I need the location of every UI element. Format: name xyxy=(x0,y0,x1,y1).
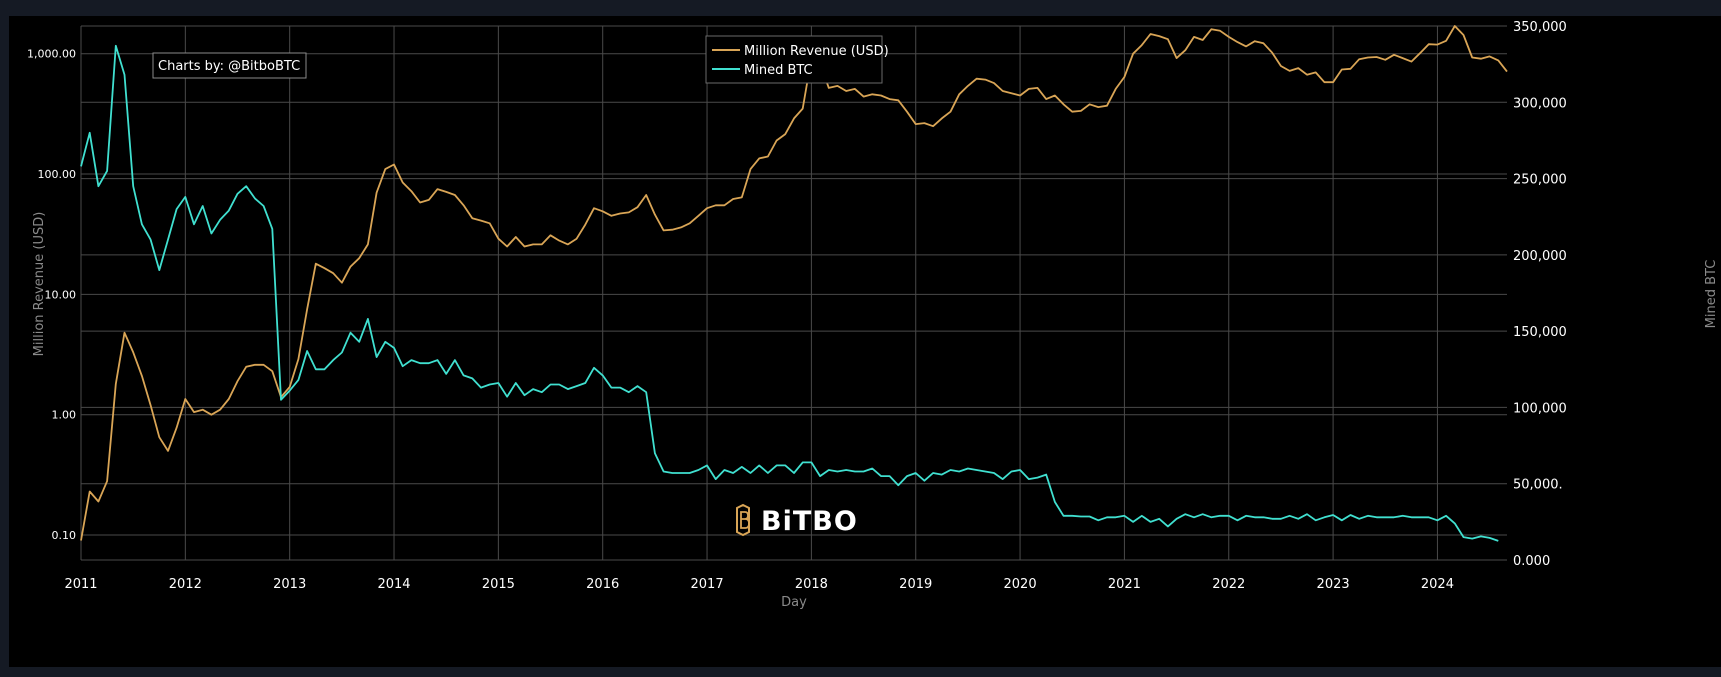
logo-text: BiTBO xyxy=(761,506,858,537)
y-left-tick-label: 1.00 xyxy=(52,409,77,422)
legend-label-revenue: Million Revenue (USD) xyxy=(744,44,889,59)
y-axis-right-title: Mined BTC xyxy=(1704,260,1719,329)
series-line-mined-btc xyxy=(80,44,1499,542)
x-tick-label: 2015 xyxy=(482,577,515,592)
y-left-tick-label: 1,000.00 xyxy=(27,48,76,61)
y-right-tick-label: 100,000 xyxy=(1513,401,1567,416)
x-tick-label: 2019 xyxy=(899,577,932,592)
y-left-tick-label: 0.10 xyxy=(52,529,77,542)
y-right-tick-label: 150,000 xyxy=(1513,325,1567,340)
legend-label-mined: Mined BTC xyxy=(744,63,813,78)
series-lines xyxy=(80,25,1508,542)
x-tick-label: 2011 xyxy=(64,577,97,592)
grid-lines xyxy=(80,25,1507,561)
bitbo-b-icon xyxy=(736,503,750,537)
watermark-box: Charts by: @BitboBTC xyxy=(152,52,307,79)
y-right-tick-label: 200,000 xyxy=(1513,249,1567,264)
y-right-tick-label: 50,000. xyxy=(1513,478,1563,493)
legend: Million Revenue (USD) Mined BTC xyxy=(705,35,889,84)
x-tick-label: 2017 xyxy=(691,577,724,592)
x-tick-label: 2018 xyxy=(795,577,828,592)
x-tick-label: 2016 xyxy=(586,577,619,592)
y-right-tick-label: 250,000 xyxy=(1513,173,1567,188)
x-tick-label: 2022 xyxy=(1212,577,1245,592)
plot-background xyxy=(9,16,1721,667)
y-axis-left-title: Million Revenue (USD) xyxy=(32,212,47,357)
watermark-text: Charts by: @BitboBTC xyxy=(158,59,300,74)
y-right-tick-label: 300,000 xyxy=(1513,96,1567,111)
x-tick-label: 2024 xyxy=(1421,577,1454,592)
y-right-tick-label: 350,000 xyxy=(1513,20,1567,35)
x-axis-title: Day xyxy=(781,595,807,610)
x-tick-label: 2020 xyxy=(1004,577,1037,592)
y-left-tick-label: 100.00 xyxy=(38,168,77,181)
x-tick-label: 2021 xyxy=(1108,577,1141,592)
revenue-mined-btc-chart: 2011 2012 2013 2014 2015 2016 2017 2018 2019 2020… xyxy=(9,16,1721,667)
bitbo-logo: BiTBO xyxy=(736,503,858,537)
y-left-tick-label: 10.00 xyxy=(45,288,77,301)
x-tick-label: 2023 xyxy=(1317,577,1350,592)
y-right-tick-label: 0.000 xyxy=(1513,554,1550,569)
x-tick-label: 2013 xyxy=(273,577,306,592)
x-tick-label: 2014 xyxy=(377,577,410,592)
series-line-million-revenue xyxy=(80,25,1508,541)
tick-labels: 2011 2012 2013 2014 2015 2016 2017 2018 2019 2020… xyxy=(27,20,1567,592)
x-tick-label: 2012 xyxy=(169,577,202,592)
